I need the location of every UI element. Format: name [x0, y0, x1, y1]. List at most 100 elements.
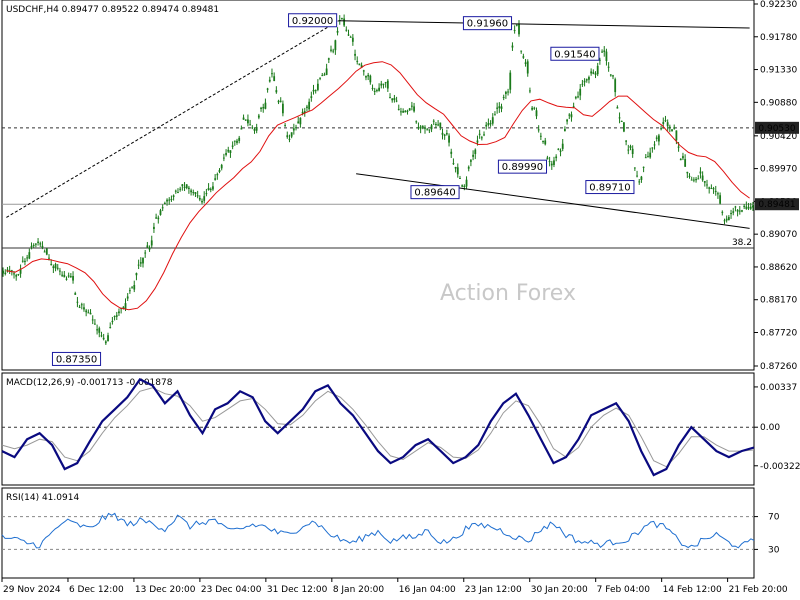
candle-body: [441, 132, 444, 135]
candle-body: [443, 134, 446, 136]
time-axis: 29 Nov 2024 6 Dec 12:00 13 Dec 20:00 23 Dec…: [1, 578, 788, 595]
candle-body: [417, 127, 420, 129]
candle-body: [137, 264, 140, 266]
candle-body: [509, 72, 512, 90]
pivot-label-text: 0.89710: [589, 183, 630, 194]
candle-body: [557, 148, 560, 150]
candle-body: [161, 207, 164, 209]
moving-average-line: [6, 61, 750, 311]
candle-body: [15, 275, 18, 277]
candle-body: [572, 106, 575, 108]
candle-body: [384, 82, 387, 84]
candle-body: [292, 128, 295, 131]
candle-body: [323, 74, 326, 76]
candle-body: [360, 65, 363, 68]
candle-body: [649, 152, 652, 158]
candle-body: [69, 276, 72, 278]
macd-axis-label: 0.00337: [760, 383, 797, 393]
candle-body: [568, 114, 571, 116]
rsi-panel-frame: [1, 487, 755, 579]
candle-body: [194, 192, 197, 195]
candle-body: [257, 115, 260, 118]
candle-body: [207, 188, 210, 191]
candle-body: [633, 167, 636, 169]
candle-body: [177, 192, 179, 194]
candle-body: [135, 273, 138, 276]
candle-body: [271, 73, 273, 75]
candle-body: [96, 329, 98, 331]
pivot-label-text: 0.91960: [467, 19, 508, 30]
candle-body: [529, 90, 531, 92]
candle-body: [439, 122, 442, 128]
candle-body: [144, 252, 147, 254]
price-axis-label: 0.88170: [760, 296, 797, 306]
candle-body: [485, 124, 488, 127]
candle-body: [48, 257, 50, 259]
time-axis-label: 31 Dec 12:00: [267, 585, 328, 595]
candle-body: [240, 128, 243, 130]
candle-body: [511, 45, 514, 48]
main-panel-frame: [1, 0, 755, 371]
candle-body: [179, 188, 182, 190]
time-axis-label: 8 Jan 20:00: [333, 585, 385, 595]
candle-body: [316, 83, 319, 90]
candle-body: [570, 114, 573, 118]
candle-body: [373, 90, 376, 92]
candle-body: [341, 18, 343, 20]
pivot-label-box: [462, 16, 513, 31]
candle-body: [400, 111, 402, 113]
candle-body: [424, 127, 426, 129]
pivot-label-box: [585, 180, 635, 195]
candle-body: [212, 186, 214, 190]
candle-body: [690, 179, 693, 181]
candle-body: [472, 154, 474, 157]
candle-body: [227, 149, 230, 152]
candle-body: [50, 263, 53, 265]
candle-body: [413, 106, 415, 112]
candle-body: [343, 18, 346, 26]
candle-body: [122, 307, 125, 309]
candle-body: [522, 56, 525, 58]
candle-body: [452, 163, 455, 165]
candle-body: [358, 63, 361, 66]
time-axis-label: 21 Feb 20:00: [729, 585, 788, 595]
candle-body: [623, 122, 625, 132]
candle-body: [347, 34, 350, 36]
candle-body: [321, 75, 324, 77]
candle-body: [126, 296, 129, 299]
candle-body: [732, 211, 735, 213]
candle-body: [299, 117, 302, 125]
candle-body: [627, 149, 630, 151]
candle-body: [100, 335, 103, 337]
candle-body: [487, 123, 490, 125]
candle-body: [467, 166, 470, 169]
candle-body: [734, 206, 737, 208]
candle-body: [233, 140, 236, 142]
time-axis-label: 13 Dec 20:00: [135, 585, 196, 595]
pivot-label-box: [51, 351, 102, 366]
trendline: [338, 20, 750, 29]
candle-body: [502, 97, 505, 99]
candle-body: [609, 74, 612, 76]
candle-body: [662, 121, 665, 124]
candle-body: [72, 275, 74, 281]
candle-body: [54, 263, 57, 269]
candle-body: [710, 188, 713, 190]
candle-body: [749, 206, 752, 209]
candle-body: [65, 278, 68, 280]
candle-body: [142, 257, 144, 264]
time-axis-label: 6 Dec 12:00: [69, 585, 124, 595]
candle-body: [640, 176, 643, 181]
candle-body: [268, 79, 271, 82]
candle-body: [181, 184, 184, 187]
candle-body: [32, 245, 35, 247]
candle-body: [253, 129, 256, 131]
candle-body: [677, 146, 680, 148]
candle-body: [111, 320, 114, 323]
candle-body: [426, 129, 429, 131]
candle-body: [494, 114, 496, 116]
candle-body: [566, 119, 568, 122]
time-axis-label: 14 Feb 12:00: [663, 585, 722, 595]
candle-body: [738, 210, 741, 212]
